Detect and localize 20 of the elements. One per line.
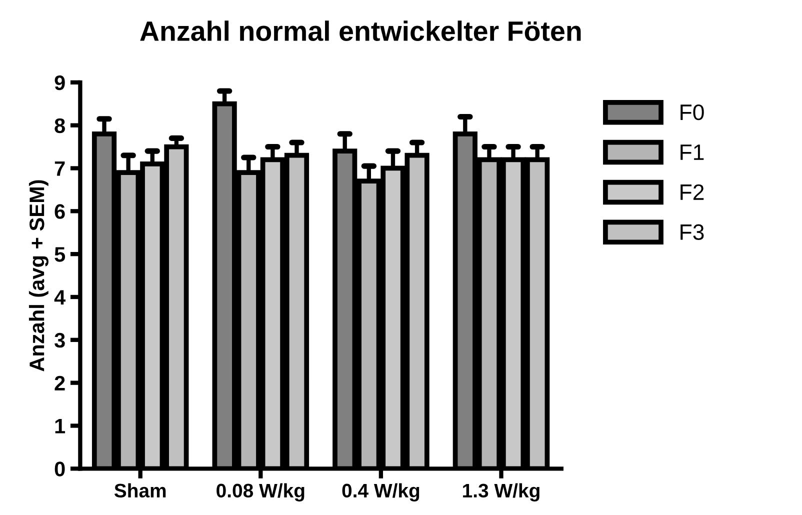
y-tick-label: 4 bbox=[54, 290, 66, 305]
legend-label: F2 bbox=[680, 184, 704, 200]
x-tick-label: Sham bbox=[114, 483, 166, 498]
y-axis-title: Anzahl (avg + SEM) bbox=[28, 180, 48, 372]
x-tick-label: 1.3 W/kg bbox=[463, 483, 540, 502]
y-tick-label: 9 bbox=[54, 75, 65, 90]
legend-label: F3 bbox=[680, 224, 704, 240]
y-tick-label: 1 bbox=[55, 418, 66, 434]
y-tick-label: 8 bbox=[54, 118, 65, 134]
legend-label: F1 bbox=[680, 144, 704, 160]
y-tick-label: 6 bbox=[54, 204, 65, 219]
y-tick-label: 7 bbox=[54, 161, 65, 176]
y-tick-label: 2 bbox=[54, 376, 65, 390]
chart-title: Anzahl normal entwickelter Föten bbox=[140, 20, 581, 42]
y-tick-label: 5 bbox=[54, 247, 66, 262]
y-tick-label: 3 bbox=[54, 332, 65, 348]
x-tick-label: 0.4 W/kg bbox=[342, 483, 420, 502]
legend-label: F0 bbox=[680, 104, 704, 120]
y-tick-label: 0 bbox=[54, 462, 65, 476]
x-tick-label: 0.08 W/kg bbox=[216, 483, 304, 502]
